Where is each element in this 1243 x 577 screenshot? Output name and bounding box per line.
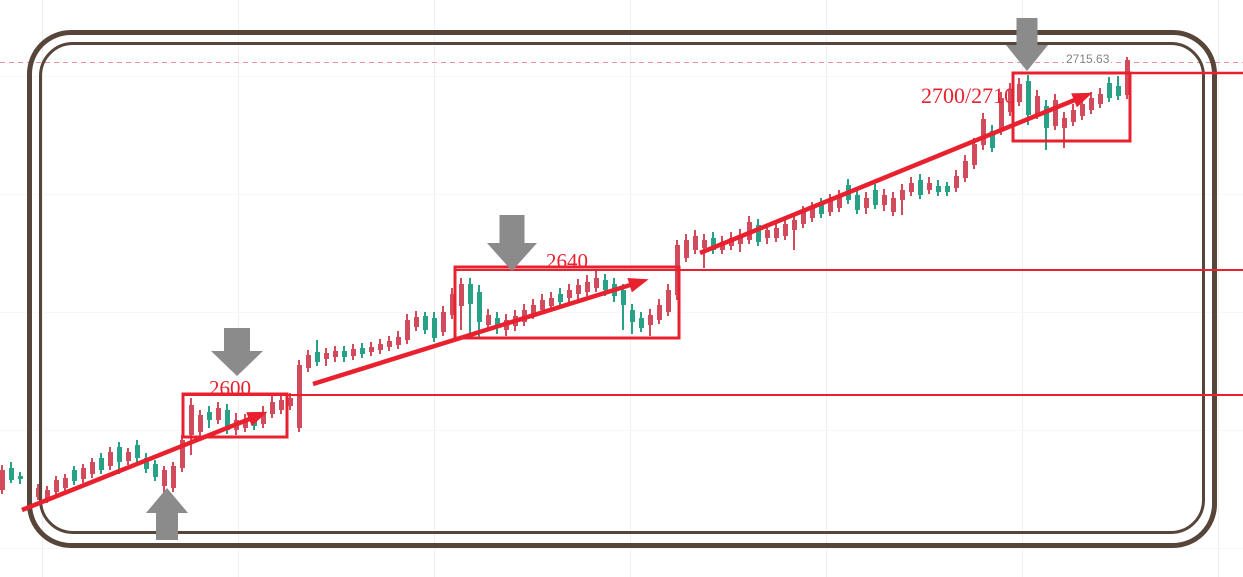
candle-body <box>0 470 5 490</box>
candle-body <box>305 355 311 368</box>
gridline-vertical <box>826 0 827 577</box>
candle-body <box>683 240 689 258</box>
gridline-vertical <box>1218 0 1219 577</box>
gridline-vertical <box>1022 0 1023 577</box>
current-price-dashed-line <box>0 61 1243 63</box>
gridline-vertical <box>238 0 239 577</box>
candle-body <box>296 365 302 428</box>
rounded-frame-inner <box>39 42 1205 534</box>
candle-body <box>8 468 14 480</box>
gridline-vertical <box>42 0 43 577</box>
candle-body <box>17 476 23 479</box>
candle-body <box>287 398 293 406</box>
current-price-label: 2715.63 <box>1064 52 1112 66</box>
support-level-label-2640: 2640 <box>546 249 588 273</box>
gridline-horizontal <box>0 76 1243 77</box>
candle-body <box>692 236 698 250</box>
resistance-level-label-2700-2710: 2700/2710 <box>921 83 1016 108</box>
gridline-horizontal <box>0 548 1243 549</box>
rounded-frame-outer <box>27 30 1217 548</box>
gridline-horizontal <box>0 194 1243 195</box>
gridline-horizontal <box>0 430 1243 431</box>
support-level-label-2600: 2600 <box>209 376 251 400</box>
